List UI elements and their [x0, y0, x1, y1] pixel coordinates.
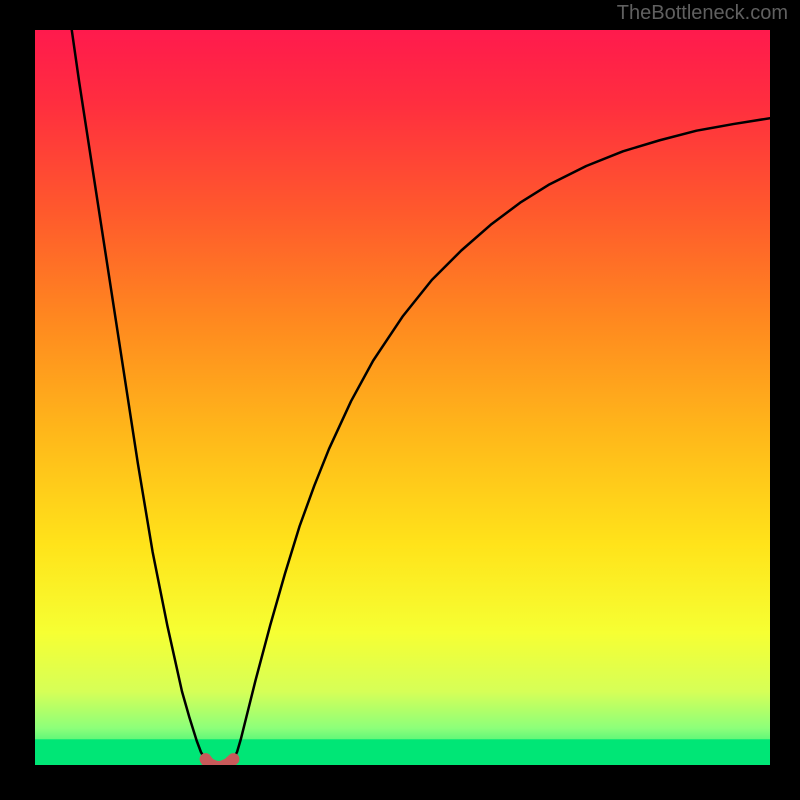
bottleneck-chart	[0, 0, 800, 800]
watermark-text: TheBottleneck.com	[617, 2, 788, 25]
chart-container: TheBottleneck.com	[0, 0, 800, 800]
